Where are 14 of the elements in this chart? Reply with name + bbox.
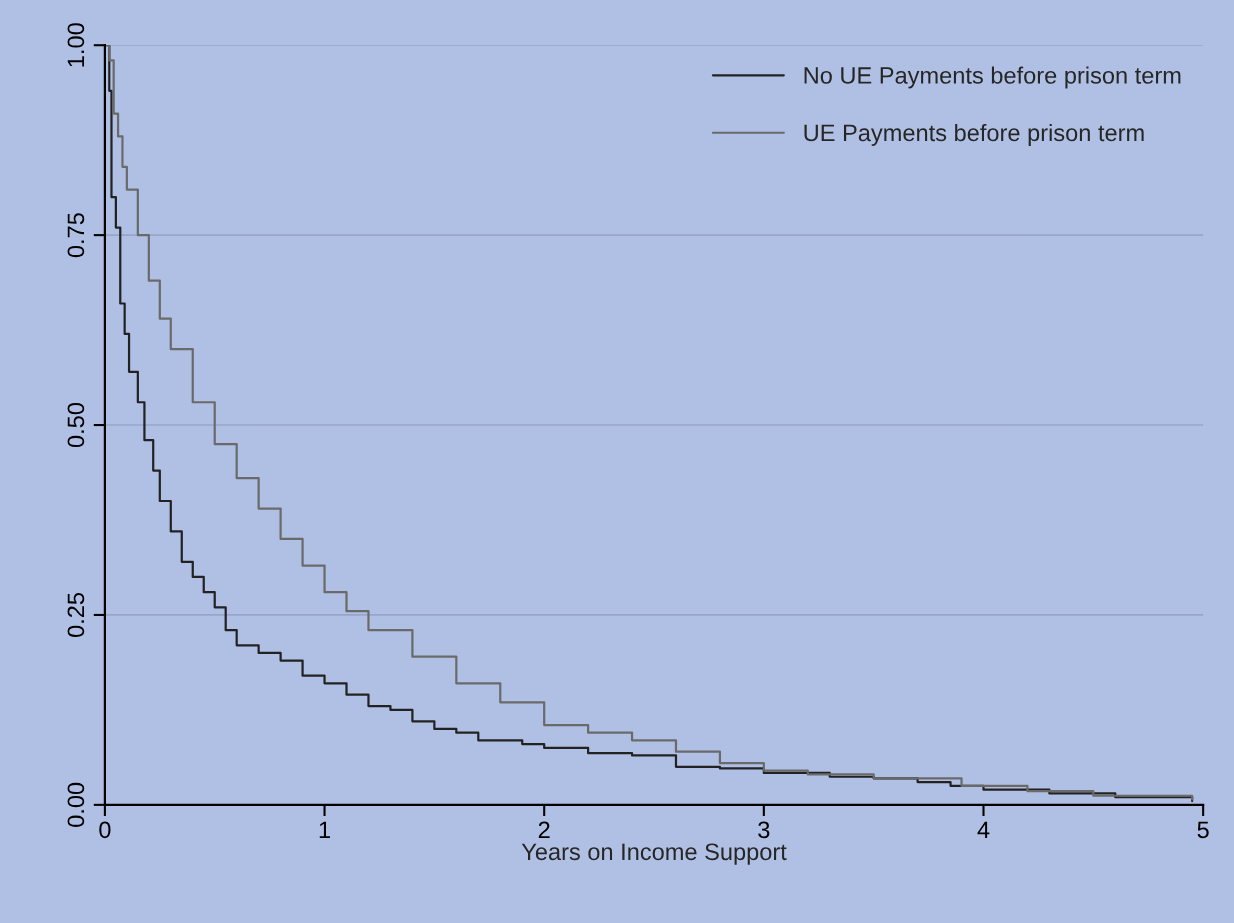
x-tick-label: 2 xyxy=(538,821,550,838)
x-tick-label: 3 xyxy=(758,821,770,839)
x-tick-label: 4 xyxy=(977,821,990,838)
y-tick-label: 1.00 xyxy=(67,23,85,67)
y-tick-label: 0.25 xyxy=(67,592,85,637)
legend-label: No UE Payments before prison term xyxy=(804,66,1181,89)
x-tick-label: 0 xyxy=(99,821,111,839)
x-tick-label: 5 xyxy=(1197,821,1209,839)
x-axis-title: Years on Income Support xyxy=(521,843,787,865)
y-tick-label: 0.75 xyxy=(67,213,85,258)
y-tick-label: 0.00 xyxy=(67,782,85,827)
x-tick-label: 1 xyxy=(319,821,330,838)
legend-label: UE Payments before prison term xyxy=(804,123,1144,146)
y-tick-label: 0.50 xyxy=(67,402,85,448)
